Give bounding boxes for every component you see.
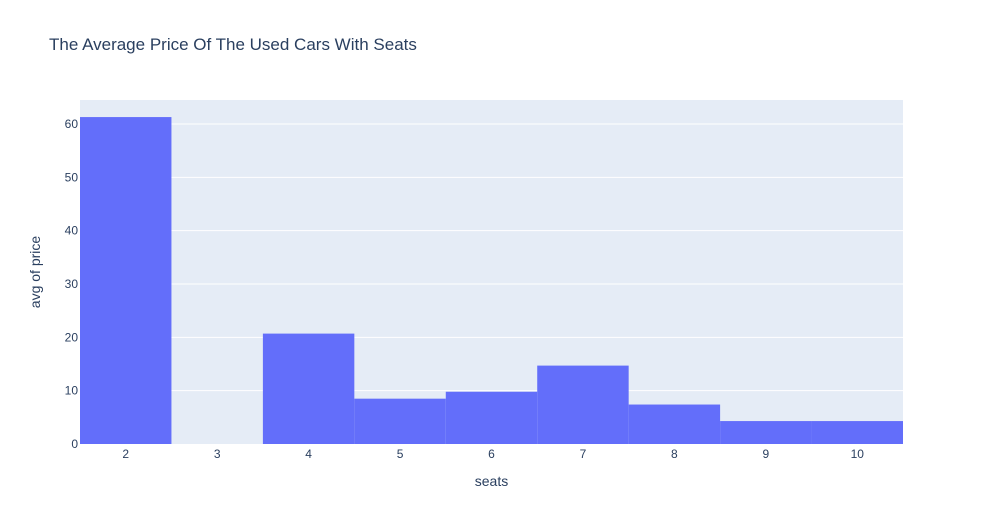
chart-title: The Average Price Of The Used Cars With … xyxy=(49,35,417,54)
y-axis-ticks: 0 10 20 30 40 50 60 xyxy=(65,117,79,451)
x-tick-label: 5 xyxy=(397,447,404,461)
x-tick-label: 4 xyxy=(305,447,312,461)
y-tick-label: 60 xyxy=(65,117,79,131)
y-tick-label: 20 xyxy=(65,330,79,344)
x-tick-label: 2 xyxy=(122,447,129,461)
bars xyxy=(80,117,903,445)
x-axis-title: seats xyxy=(475,473,508,489)
bar-seats-4 xyxy=(262,333,355,444)
y-tick-label: 50 xyxy=(65,170,79,184)
bar-seats-8 xyxy=(628,404,721,444)
y-tick-label: 30 xyxy=(65,277,79,291)
y-tick-label: 40 xyxy=(65,224,79,238)
x-tick-label: 8 xyxy=(671,447,678,461)
x-tick-label: 7 xyxy=(580,447,587,461)
x-tick-label: 6 xyxy=(488,447,495,461)
y-axis-title: avg of price xyxy=(27,236,43,309)
bar-seats-7 xyxy=(537,365,629,444)
grid-lines xyxy=(80,123,903,392)
x-axis-ticks: 2 3 4 5 6 7 8 9 10 xyxy=(122,447,864,461)
y-tick-label: 10 xyxy=(65,384,79,398)
bar-seats-10 xyxy=(811,421,903,444)
x-tick-label: 9 xyxy=(762,447,769,461)
bar-seats-5 xyxy=(354,398,446,444)
bar-seats-9 xyxy=(720,421,812,444)
bar-seats-2 xyxy=(80,117,172,445)
y-tick-label: 0 xyxy=(71,437,78,451)
x-tick-label: 3 xyxy=(214,447,221,461)
x-tick-label: 10 xyxy=(851,447,865,461)
bar-seats-6 xyxy=(445,391,538,444)
plot-area xyxy=(80,100,903,444)
